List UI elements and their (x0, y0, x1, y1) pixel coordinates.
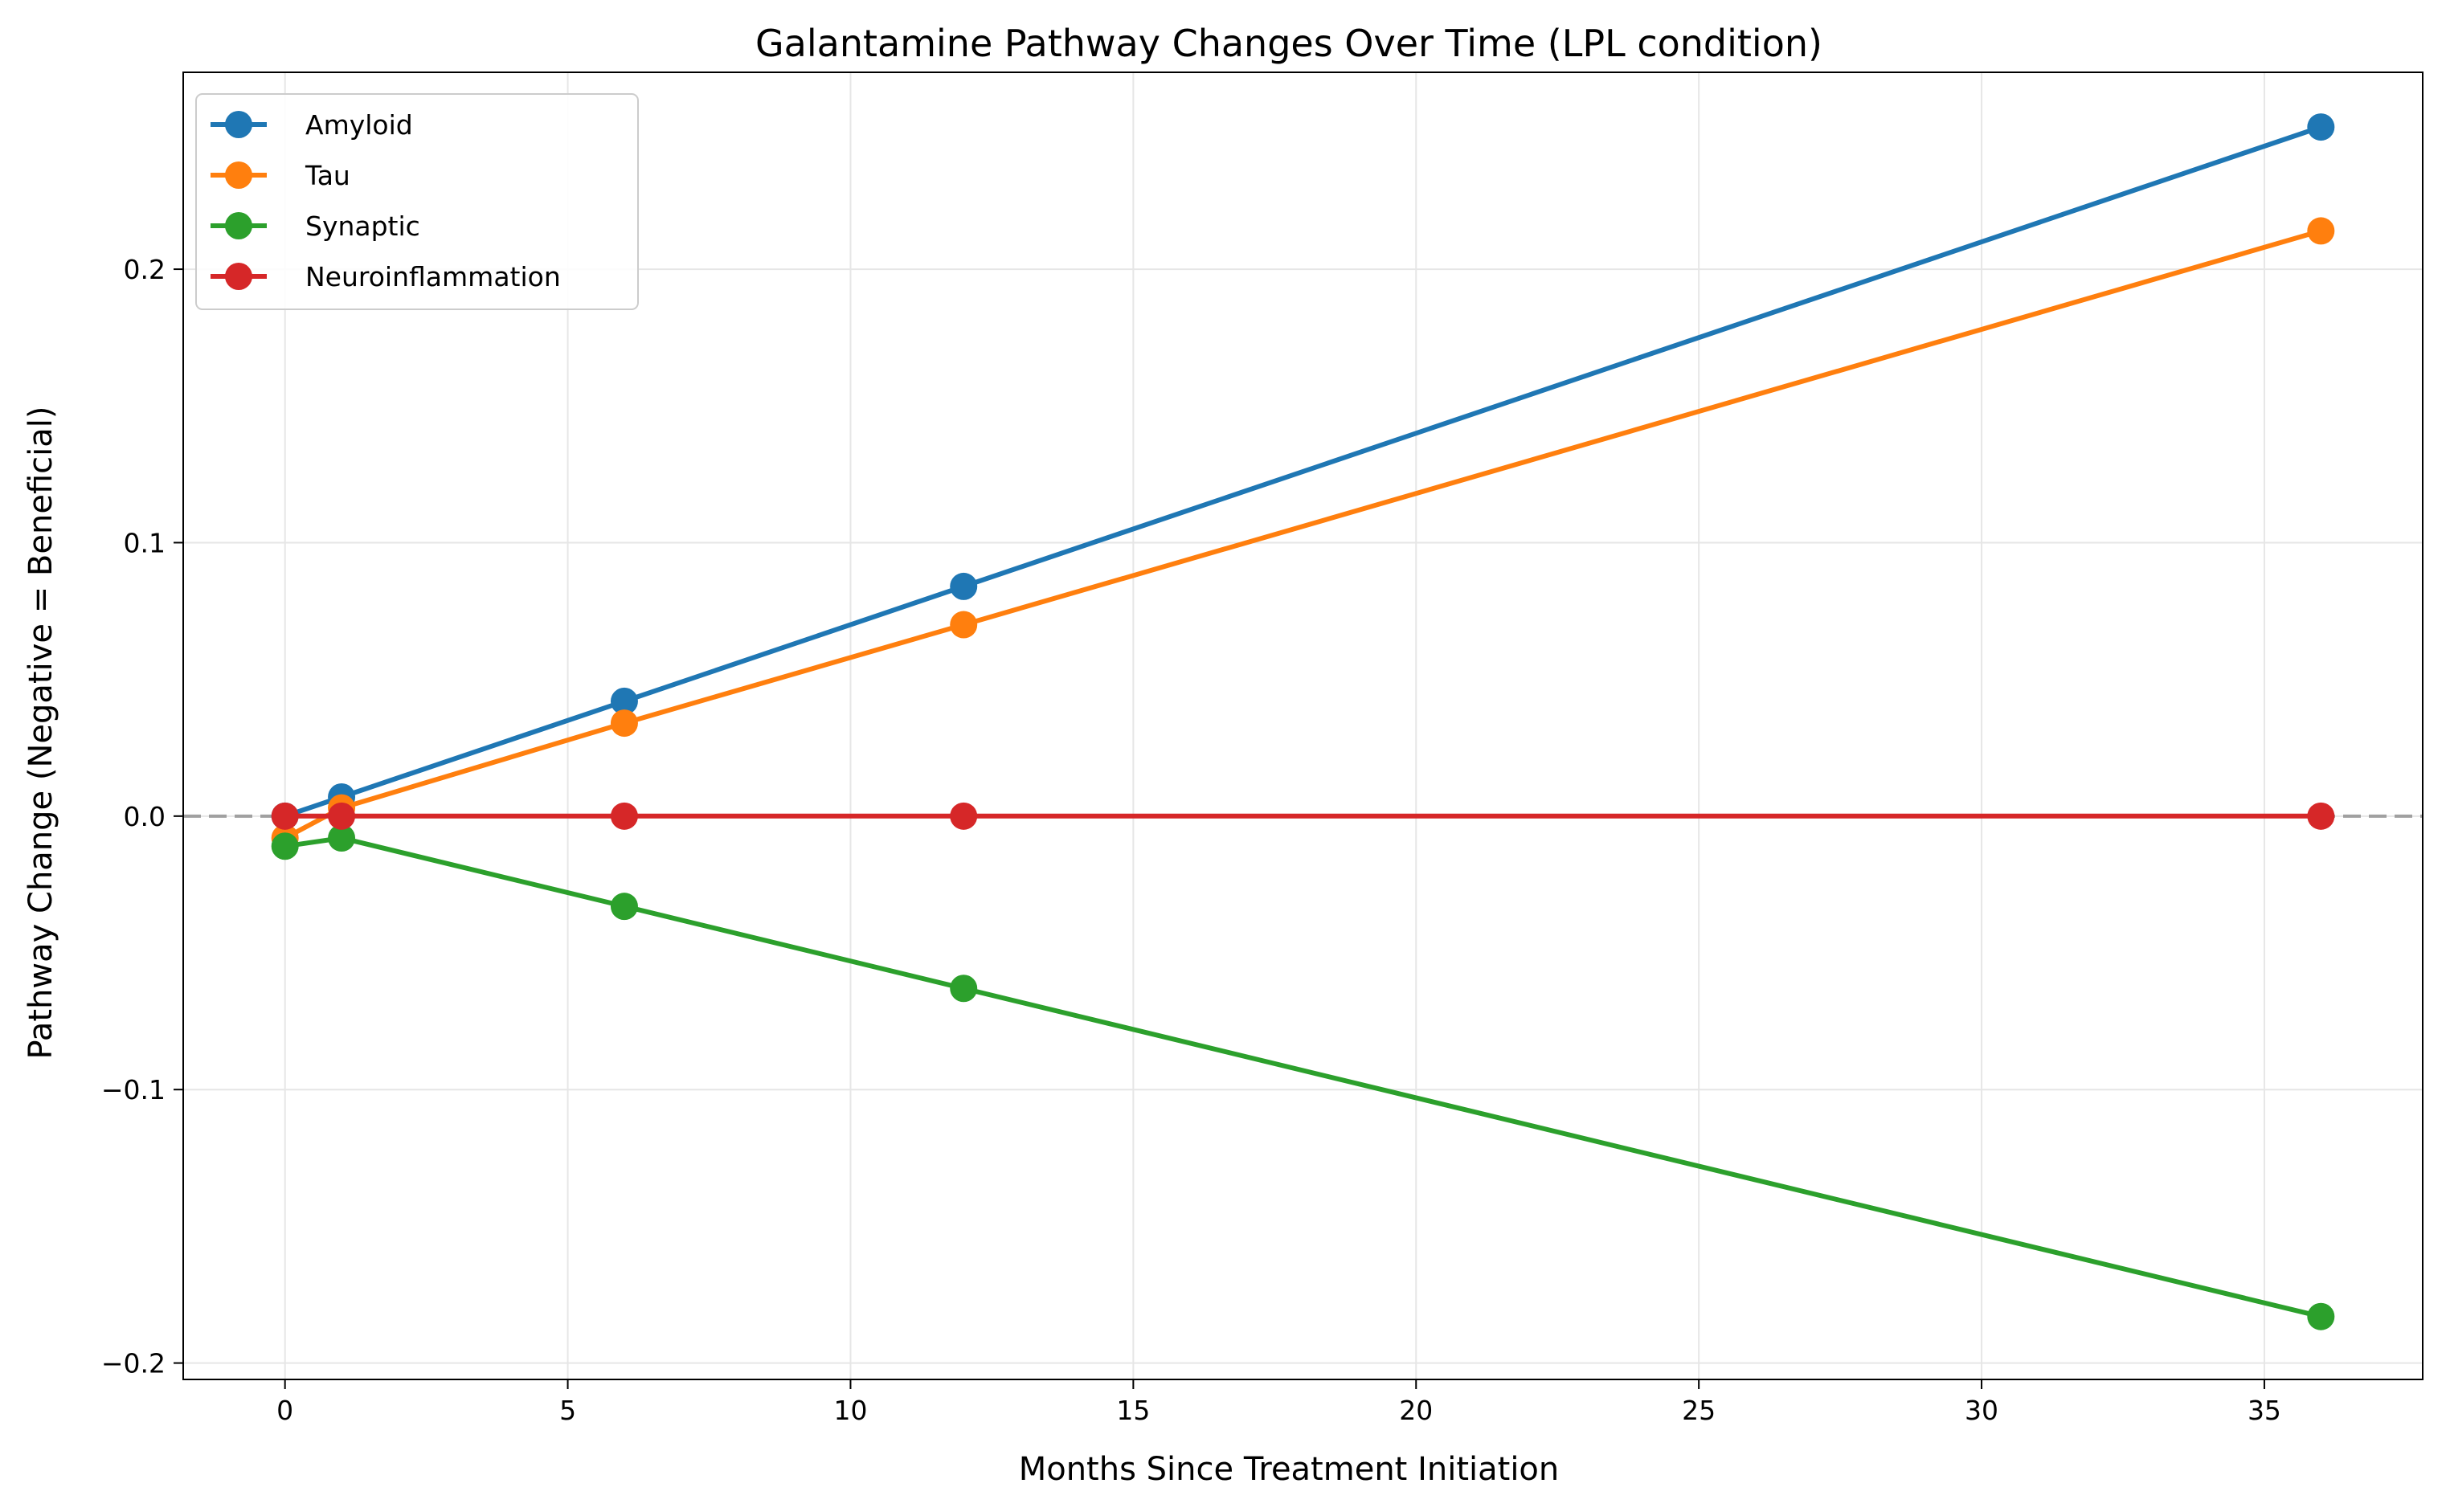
legend-label: Neuroinflammation (305, 261, 561, 292)
synaptic-point (271, 832, 299, 860)
x-tick-label: 25 (1682, 1395, 1716, 1426)
legend-entry-tau: Tau (211, 160, 350, 191)
x-tick-label: 10 (833, 1395, 867, 1426)
neuroinflammation-point (328, 802, 356, 830)
synaptic-point (2307, 1302, 2335, 1330)
series-neuroinflammation (271, 802, 2335, 830)
tau-point (610, 709, 638, 738)
tau-point (2307, 217, 2335, 245)
amyloid-point (950, 572, 978, 600)
synaptic-point (950, 975, 978, 1003)
y-tick-label: −0.2 (101, 1348, 166, 1379)
legend-label: Tau (305, 160, 350, 191)
neuroinflammation-point (2307, 802, 2335, 830)
series-tau (271, 217, 2335, 852)
y-tick-label: 0.1 (124, 527, 166, 558)
y-tick-label: −0.1 (101, 1074, 166, 1105)
legend-box (195, 93, 639, 310)
y-axis-label: Pathway Change (Negative = Beneficial) (22, 407, 59, 1060)
legend-entry-synaptic: Synaptic (211, 210, 420, 242)
legend-swatch-marker (225, 161, 252, 189)
series-synaptic (271, 824, 2335, 1330)
x-tick-label: 30 (1965, 1395, 1998, 1426)
amyloid-point (610, 687, 638, 715)
legend-swatch-marker (225, 263, 252, 290)
synaptic-line (284, 836, 2322, 1319)
legend-label: Synaptic (305, 210, 420, 242)
legend-label: Amyloid (305, 109, 413, 141)
synaptic-point (610, 893, 638, 921)
x-tick-label: 35 (2248, 1395, 2281, 1426)
x-tick-label: 20 (1399, 1395, 1433, 1426)
x-tick-label: 0 (276, 1395, 293, 1426)
legend-swatch-marker (225, 111, 252, 138)
x-axis-label: Months Since Treatment Initiation (1019, 1451, 1560, 1488)
amyloid-point (2307, 113, 2335, 141)
neuroinflammation-point (610, 802, 638, 830)
tau-line (284, 228, 2322, 840)
neuroinflammation-point (950, 802, 978, 830)
legend: Amyloid Tau Synaptic Neuroinflammation (195, 93, 639, 310)
series-lines (271, 113, 2335, 1330)
neuroinflammation-point (271, 802, 299, 830)
legend-entry-amyloid: Amyloid (211, 109, 413, 141)
plot-area-frame (182, 72, 2424, 1380)
y-axis-ticks: −0.2 −0.1 0.0 0.1 0.2 (101, 254, 183, 1379)
legend-swatch-marker (225, 212, 252, 239)
synaptic-point (328, 824, 356, 852)
x-tick-label: 15 (1116, 1395, 1150, 1426)
y-tick-label: 0.2 (124, 254, 166, 285)
chart-title: Galantamine Pathway Changes Over Time (L… (755, 22, 1822, 65)
legend-entry-neuroinflammation: Neuroinflammation (211, 261, 561, 292)
tau-point (950, 611, 978, 639)
y-tick-label: 0.0 (124, 801, 166, 832)
x-tick-label: 5 (559, 1395, 576, 1426)
x-axis-ticks: 0 5 10 15 20 25 30 35 (276, 1379, 2281, 1426)
